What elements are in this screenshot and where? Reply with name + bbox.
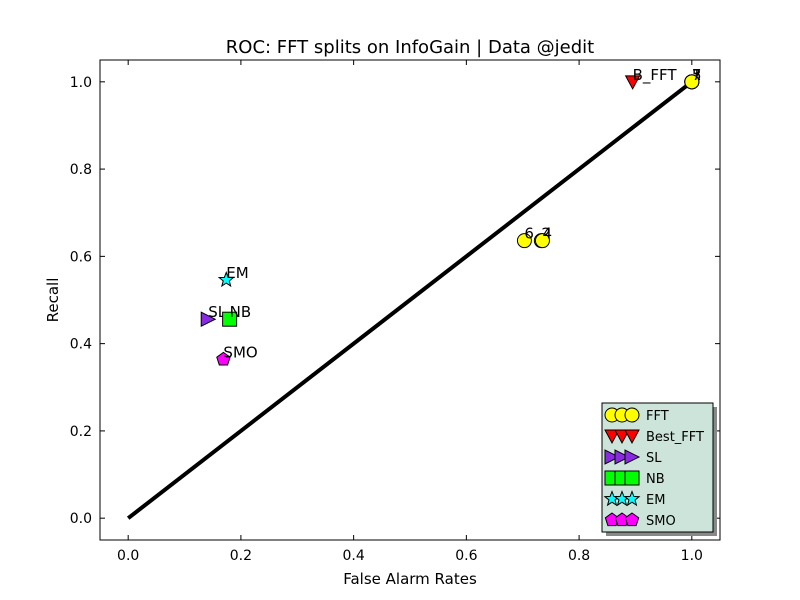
point-label-fft: 5 xyxy=(692,66,702,84)
legend-label-best-fft: Best_FFT xyxy=(646,430,704,445)
x-tick-label: 0.6 xyxy=(455,548,477,564)
y-tick-label: 0.2 xyxy=(70,424,92,440)
y-tick-label: 0.6 xyxy=(70,249,92,265)
y-tick-label: 0.8 xyxy=(70,162,92,178)
point-label-fft: 6 xyxy=(524,225,534,243)
point-label-nb: NB xyxy=(230,303,252,321)
point-sl xyxy=(200,311,217,328)
legend-marker-nb xyxy=(624,470,640,486)
point-label-em: EM xyxy=(226,264,248,282)
legend-label-em: EM xyxy=(646,493,665,508)
y-tick-label: 0.0 xyxy=(70,511,92,527)
legend-marker-sl xyxy=(624,449,641,465)
point-nb xyxy=(222,311,238,327)
legend-marker-smo xyxy=(624,512,640,527)
legend-label-nb: NB xyxy=(646,472,665,487)
legend-box xyxy=(601,402,714,533)
point-fft xyxy=(684,74,700,90)
legend-marker-best-fft xyxy=(604,429,620,445)
point-smo xyxy=(216,351,231,366)
point-label-fft: 1 xyxy=(692,66,702,84)
point-fft xyxy=(516,233,532,249)
point-label-sl: SL xyxy=(208,303,227,321)
legend-label-fft: FFT xyxy=(646,409,669,424)
y-axis-label: Recall xyxy=(44,278,62,323)
legend-marker-best-fft xyxy=(614,429,630,445)
y-tick-label: 0.4 xyxy=(70,337,92,353)
point-fft xyxy=(534,233,550,249)
legend-label-sl: SL xyxy=(646,451,662,466)
x-tick-label: 0.2 xyxy=(230,548,252,564)
diagonal-line xyxy=(126,80,694,520)
legend-marker-em xyxy=(623,490,641,507)
point-label-fft: 7 xyxy=(692,66,702,84)
x-tick-label: 0.8 xyxy=(568,548,590,564)
x-tick-label: 0.0 xyxy=(117,548,139,564)
legend-marker-sl xyxy=(614,449,631,465)
legend-marker-best-fft xyxy=(624,429,640,445)
point-best-fft xyxy=(624,75,641,90)
point-em xyxy=(217,271,235,288)
point-label-smo: SMO xyxy=(223,343,257,361)
point-label-best-fft: B_FFT xyxy=(633,66,678,85)
point-label-fft: 4 xyxy=(542,225,552,243)
legend-marker-fft xyxy=(624,407,640,423)
legend-marker-sl xyxy=(604,449,621,465)
x-tick-label: 1.0 xyxy=(681,548,703,564)
x-axis-label: False Alarm Rates xyxy=(343,570,477,588)
point-label-fft: 2 xyxy=(541,225,551,243)
legend-label-smo: SMO xyxy=(646,514,676,529)
x-tick-label: 0.4 xyxy=(343,548,365,564)
y-tick-label: 1.0 xyxy=(70,75,92,91)
point-label-fft: 3 xyxy=(692,66,702,84)
chart-title: ROC: FFT splits on InfoGain | Data @jedi… xyxy=(226,37,594,58)
